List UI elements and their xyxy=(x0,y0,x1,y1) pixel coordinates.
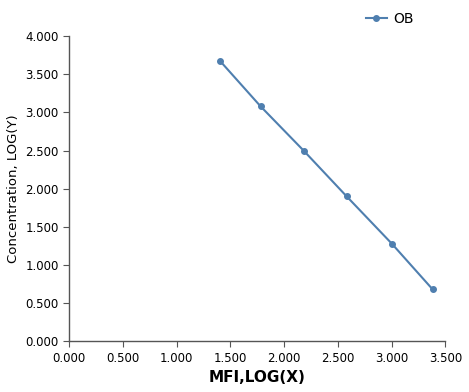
Legend: OB: OB xyxy=(360,7,420,32)
OB xyxy=(217,58,223,63)
OB xyxy=(344,194,349,199)
OB xyxy=(430,287,435,292)
Line: OB: OB xyxy=(217,58,435,292)
Y-axis label: Concentration, LOG(Y): Concentration, LOG(Y) xyxy=(7,114,20,263)
X-axis label: MFI,LOG(X): MFI,LOG(X) xyxy=(209,370,306,385)
OB xyxy=(258,104,264,109)
OB xyxy=(389,241,394,246)
OB xyxy=(301,148,306,153)
